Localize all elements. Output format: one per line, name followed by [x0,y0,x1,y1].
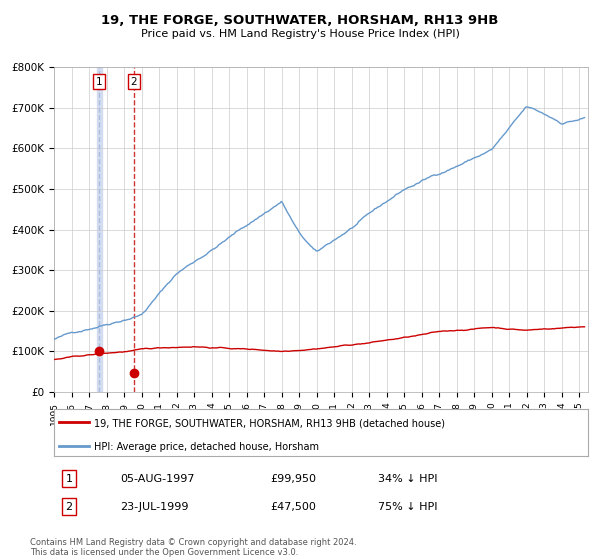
Text: £47,500: £47,500 [270,502,316,512]
Text: Price paid vs. HM Land Registry's House Price Index (HPI): Price paid vs. HM Land Registry's House … [140,29,460,39]
Text: 1: 1 [65,474,73,484]
Text: 19, THE FORGE, SOUTHWATER, HORSHAM, RH13 9HB (detached house): 19, THE FORGE, SOUTHWATER, HORSHAM, RH13… [94,418,445,428]
Text: 34% ↓ HPI: 34% ↓ HPI [378,474,437,484]
Text: HPI: Average price, detached house, Horsham: HPI: Average price, detached house, Hors… [94,442,319,452]
Text: £99,950: £99,950 [270,474,316,484]
Text: 19, THE FORGE, SOUTHWATER, HORSHAM, RH13 9HB: 19, THE FORGE, SOUTHWATER, HORSHAM, RH13… [101,14,499,27]
Text: 75% ↓ HPI: 75% ↓ HPI [378,502,437,512]
Text: 2: 2 [130,77,137,87]
Bar [97,67,102,392]
Text: Contains HM Land Registry data © Crown copyright and database right 2024.
This d: Contains HM Land Registry data © Crown c… [30,538,356,557]
Text: 23-JUL-1999: 23-JUL-1999 [120,502,188,512]
Text: 05-AUG-1997: 05-AUG-1997 [120,474,194,484]
Text: 1: 1 [96,77,103,87]
Text: 2: 2 [65,502,73,512]
